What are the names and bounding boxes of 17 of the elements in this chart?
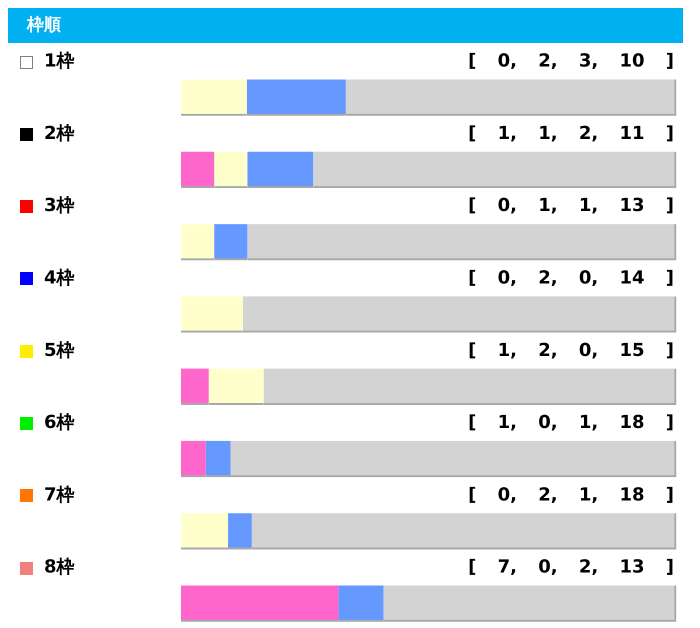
y-tick-label: 3枠 [44,195,75,216]
y-tick-label: 6枠 [44,412,75,434]
y-tick-label: 5枠 [44,340,75,361]
annotation: [ 1, 2, 0, 15 ] [468,340,674,361]
y-tick-label: 8枠 [44,556,75,578]
annotation: [ 0, 2, 0, 14 ] [468,268,674,289]
y-tick-label: 2枠 [44,122,75,144]
annotation: [ 0, 1, 1, 13 ] [468,195,674,216]
annotation: [ 0, 2, 1, 18 ] [468,484,674,506]
y-tick-label: 1枠 [44,50,75,72]
annotation: [ 1, 0, 1, 18 ] [468,412,674,434]
annotation: [ 7, 0, 2, 13 ] [468,556,674,578]
annotation: [ 1, 1, 2, 11 ] [468,122,674,144]
text: 枠順 [8,8,683,43]
y-tick-label: 4枠 [44,268,75,289]
annotation: [ 0, 2, 3, 10 ] [468,50,674,72]
y-tick-label: 7枠 [44,484,75,506]
